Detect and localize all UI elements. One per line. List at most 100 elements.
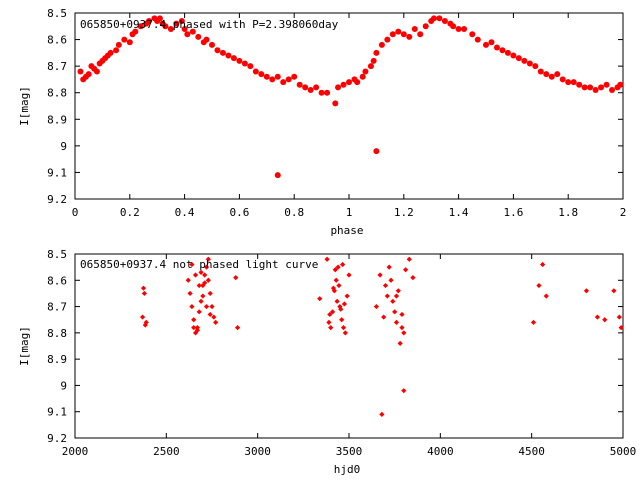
x-tick-label: 2000 (62, 445, 89, 458)
data-point (191, 317, 197, 323)
y-tick-label: 8.8 (47, 87, 67, 100)
data-point (202, 272, 208, 278)
y-tick-label: 9.2 (47, 432, 67, 445)
data-point (570, 79, 577, 86)
data-point (211, 314, 217, 320)
data-point (327, 311, 333, 318)
y-tick-label: 8.5 (47, 7, 67, 20)
data-point (162, 23, 169, 30)
x-tick-label: 0.4 (175, 206, 195, 219)
data-point (200, 293, 206, 299)
data-point (313, 84, 320, 91)
data-point (332, 267, 338, 273)
phased-chart-title: 065850+0937.4 phased with P=2.398060day (80, 18, 339, 31)
data-point (173, 20, 180, 27)
unphased-y-axis-label: I[mag] (18, 326, 31, 366)
x-tick-label: 0 (72, 206, 79, 219)
data-point (285, 76, 292, 83)
y-tick-label: 9 (60, 379, 67, 392)
data-point (203, 303, 210, 310)
data-point (207, 311, 213, 318)
data-point (189, 261, 195, 268)
data-point (317, 296, 323, 302)
y-tick-label: 8.5 (47, 248, 67, 261)
data-point (207, 290, 213, 297)
data-point (121, 36, 128, 43)
data-point (430, 15, 437, 22)
x-tick-label: 5000 (610, 445, 637, 458)
data-point (499, 47, 506, 54)
data-point (583, 288, 590, 294)
x-tick-label: 0.6 (229, 206, 249, 219)
data-point (488, 39, 495, 46)
data-point (543, 293, 549, 299)
data-point (504, 49, 511, 56)
data-point (611, 288, 617, 294)
data-point (406, 256, 412, 262)
data-point (399, 325, 405, 331)
x-tick-label: 0.8 (284, 206, 304, 219)
x-tick-label: 3000 (244, 445, 271, 458)
data-point (403, 267, 409, 273)
x-tick-label: 1.6 (503, 206, 523, 219)
data-point (203, 264, 210, 270)
y-tick-label: 8.6 (47, 274, 67, 287)
data-point (436, 15, 443, 22)
data-point (332, 100, 339, 107)
data-point (191, 325, 197, 331)
data-point (341, 301, 348, 307)
data-point (132, 28, 139, 35)
data-point (370, 57, 377, 64)
unphased-chart-title: 065850+0937.4 not phased light curve (80, 258, 318, 271)
data-point (189, 28, 196, 35)
data-point (461, 25, 468, 32)
data-point (145, 17, 152, 24)
phased-ticks: 0 0.2 0.4 0.6 0.8 1 1.2 1.4 1.6 1.8 2 8.5 8.6 8.7 8.8 8… (47, 7, 626, 219)
x-tick-label: 2500 (153, 445, 180, 458)
data-point (340, 261, 346, 268)
data-point (263, 73, 270, 80)
data-point (196, 309, 202, 315)
data-point (532, 63, 539, 70)
data-point (198, 298, 204, 304)
data-point (258, 71, 265, 78)
data-point (335, 84, 342, 91)
data-point (379, 411, 385, 417)
data-point (602, 317, 608, 323)
data-point (417, 31, 424, 38)
data-point (359, 73, 366, 80)
x-tick-label: 2 (620, 206, 627, 219)
data-point (378, 41, 385, 48)
data-point (592, 87, 599, 94)
y-tick-label: 9.1 (47, 166, 67, 179)
data-point (381, 314, 387, 320)
data-point (565, 79, 572, 86)
y-tick-label: 9.1 (47, 406, 67, 419)
data-point (192, 272, 199, 278)
data-point (202, 280, 208, 286)
data-point (85, 71, 92, 78)
data-point (422, 23, 429, 30)
data-point (340, 325, 347, 331)
data-point (401, 388, 407, 394)
data-point (274, 73, 281, 80)
unphased-chart: 2000 2500 3000 3500 4000 4500 5000 8.5 8.6 8.7 8.8… (18, 248, 636, 476)
data-point (395, 288, 401, 294)
data-point (333, 277, 339, 283)
data-point (77, 68, 84, 75)
data-point (291, 73, 298, 80)
y-tick-label: 8.7 (47, 301, 67, 314)
data-point (377, 272, 383, 278)
y-tick-label: 8.7 (47, 60, 67, 73)
data-point (269, 76, 276, 83)
data-point (393, 293, 400, 299)
data-point (241, 60, 248, 67)
x-tick-label: 4000 (427, 445, 454, 458)
x-tick-label: 1.8 (558, 206, 578, 219)
data-point (143, 319, 149, 325)
data-point (198, 269, 204, 275)
data-point (346, 272, 352, 278)
data-point (344, 293, 350, 299)
data-point (225, 52, 232, 59)
